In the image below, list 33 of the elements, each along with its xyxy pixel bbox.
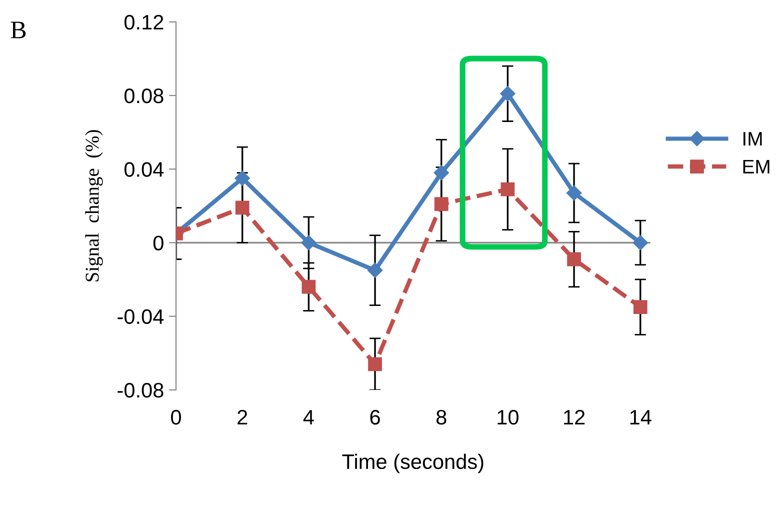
point: [632, 235, 648, 250]
x-tick-label: 14: [630, 410, 652, 424]
point: [566, 185, 582, 201]
point: [301, 235, 316, 250]
x-tick-label: 2: [238, 410, 248, 424]
x-tick-label: 0: [171, 410, 181, 425]
point: [633, 300, 648, 314]
legend-label: IM: [744, 132, 762, 146]
point: [302, 280, 316, 294]
x-tick-label: 6: [370, 410, 380, 425]
point: [368, 357, 382, 372]
point: [434, 197, 448, 211]
x-tick-label: 4: [303, 410, 314, 424]
x-tick-label: 12: [564, 410, 585, 424]
legend-label: EM: [743, 160, 770, 174]
y-tick-label: -0.04: [118, 309, 164, 324]
point: [567, 252, 581, 266]
y-tick-label: 0.08: [124, 88, 164, 104]
y-axis-title: Signal change (%): [85, 130, 103, 282]
x-tick-label: 8: [436, 410, 446, 425]
point: [367, 262, 383, 278]
point: [235, 200, 250, 215]
x-axis-title: Time (seconds): [342, 454, 484, 474]
point: [434, 165, 449, 180]
point: [234, 170, 250, 186]
point: [500, 182, 515, 196]
y-tick-label: -0.08: [118, 382, 164, 398]
y-tick-label: 0.04: [124, 162, 164, 177]
x-tick-label: 10: [498, 410, 518, 425]
y-tick-label: 0.12: [124, 14, 164, 30]
y-tick-label: 0: [153, 236, 164, 250]
point: [500, 86, 516, 102]
text: B: [10, 22, 26, 38]
